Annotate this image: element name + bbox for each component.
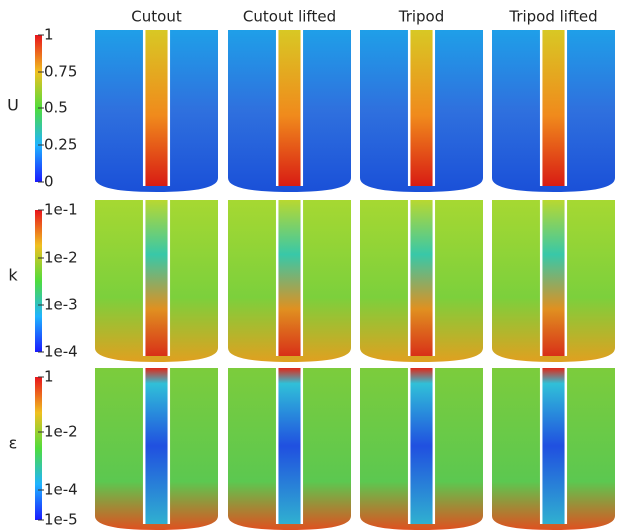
contour-panel bbox=[492, 30, 615, 192]
column-title: Cutout lifted bbox=[243, 8, 336, 26]
row-label: U bbox=[7, 96, 19, 115]
contour-panel bbox=[492, 200, 615, 362]
colorbar-label: 1e-2 bbox=[44, 423, 78, 441]
colorbar-label: 1 bbox=[44, 368, 54, 386]
colorbar-label: 0.25 bbox=[44, 136, 77, 154]
colorbar-label: 1e-5 bbox=[44, 511, 78, 529]
contour-panel bbox=[228, 368, 351, 530]
contour-panel bbox=[228, 200, 351, 362]
column-title: Tripod lifted bbox=[508, 8, 597, 26]
figure: Cutout Cutout lifted Tripod Tripod lifted U 1… bbox=[0, 0, 617, 531]
contour-panel bbox=[95, 30, 218, 192]
contour-panel bbox=[492, 368, 615, 530]
colorbar-label: 0 bbox=[44, 173, 54, 191]
colorbar bbox=[35, 210, 42, 352]
column-title: Cutout bbox=[131, 8, 182, 26]
colorbar-label: 1e-3 bbox=[44, 296, 78, 314]
colorbar-label: 1e-4 bbox=[44, 481, 78, 499]
colorbar-label: 1e-2 bbox=[44, 249, 78, 267]
colorbar-label: 1e-1 bbox=[44, 201, 78, 219]
colorbar-label: 1e-4 bbox=[44, 343, 78, 361]
inner-column bbox=[409, 368, 434, 524]
contour-panel bbox=[360, 368, 483, 530]
inner-column bbox=[144, 30, 169, 186]
inner-column bbox=[144, 200, 169, 356]
row-label: k bbox=[8, 266, 18, 285]
inner-column bbox=[409, 200, 434, 356]
contour-panel bbox=[360, 30, 483, 192]
inner-column bbox=[541, 30, 566, 186]
inner-column bbox=[409, 30, 434, 186]
column-title: Tripod bbox=[398, 8, 445, 26]
inner-column bbox=[277, 200, 302, 356]
inner-column bbox=[277, 30, 302, 186]
colorbar-label: 1 bbox=[44, 26, 54, 44]
inner-column bbox=[541, 368, 566, 524]
contour-panel bbox=[95, 200, 218, 362]
colorbar-label: 0.75 bbox=[44, 63, 77, 81]
colorbar-label: 0.5 bbox=[44, 99, 68, 117]
contour-panel bbox=[360, 200, 483, 362]
inner-column bbox=[144, 368, 169, 524]
contour-panel bbox=[228, 30, 351, 192]
inner-column bbox=[541, 200, 566, 356]
colorbar bbox=[35, 377, 42, 520]
row-label: ε bbox=[9, 434, 18, 453]
inner-column bbox=[277, 368, 302, 524]
contour-panel bbox=[95, 368, 218, 530]
